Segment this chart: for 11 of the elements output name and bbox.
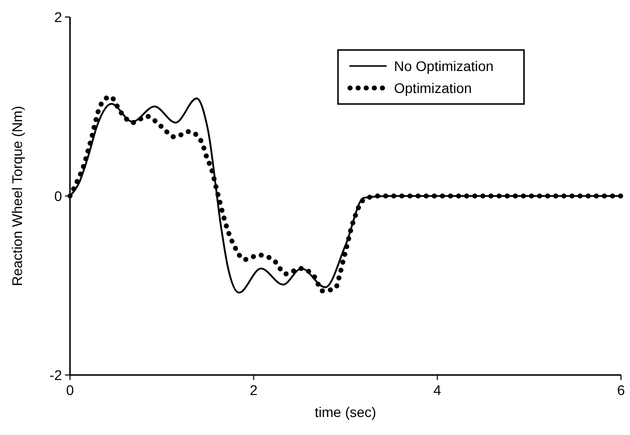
y-tick-label: 0 [54,188,62,204]
legend-label: Optimization [394,80,472,96]
y-tick-label: -2 [50,367,62,383]
x-tick-label: 6 [617,382,626,398]
x-axis-title: time (sec) [314,404,376,420]
legend-label: No Optimization [394,58,494,74]
x-tick-label: 4 [433,382,442,398]
x-tick-label: 0 [66,382,74,398]
x-tick-label: 2 [250,382,258,398]
y-axis-title: Reaction Wheel Torque (Nm) [9,106,25,286]
y-tick-label: 2 [54,9,62,25]
